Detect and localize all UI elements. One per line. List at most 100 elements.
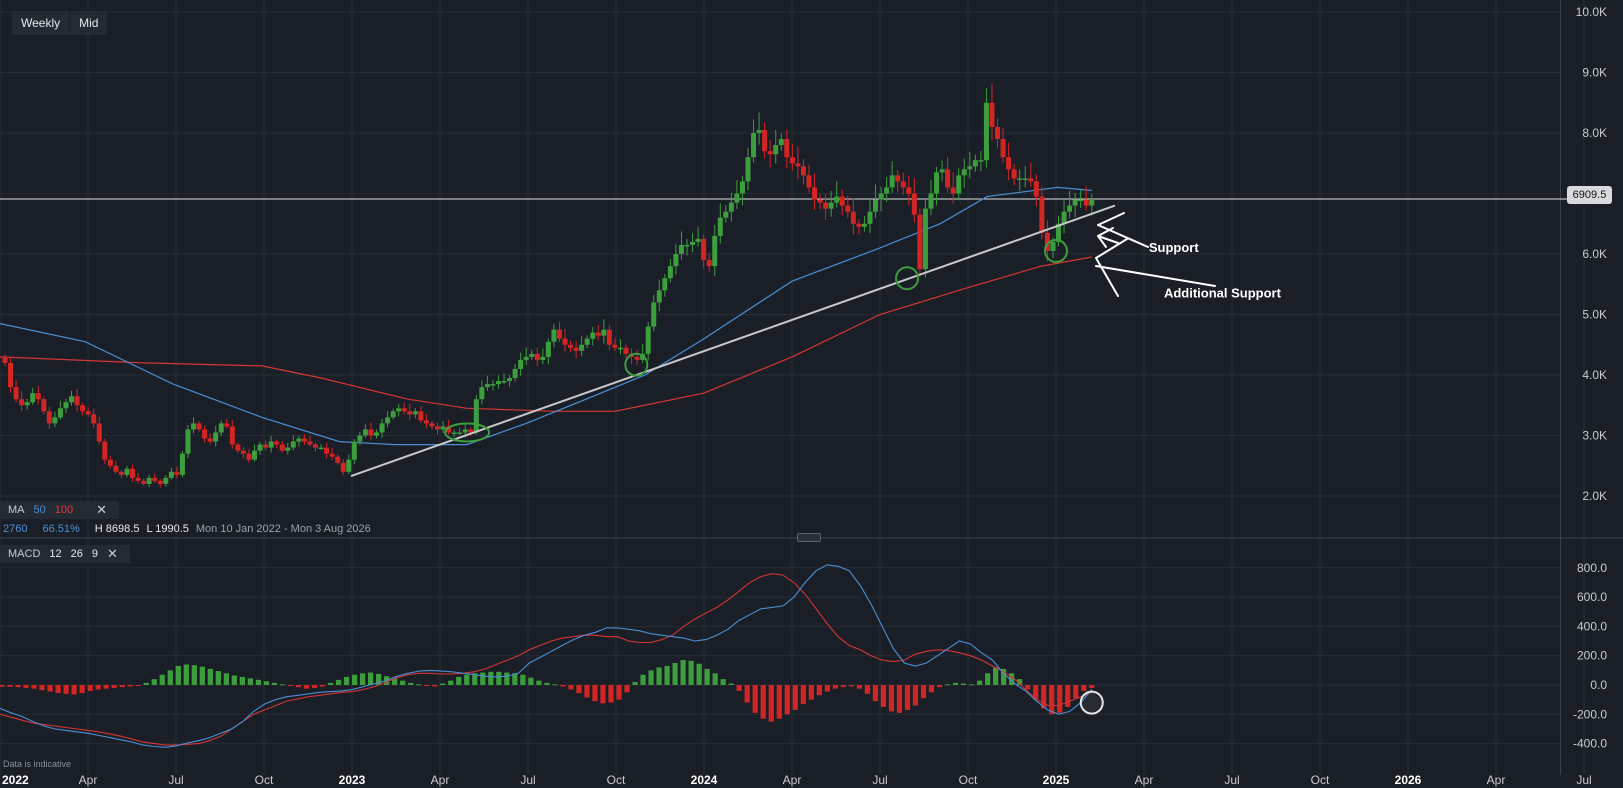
candle	[268, 435, 274, 453]
macd-histogram-bar	[351, 674, 358, 685]
candle-body	[1067, 205, 1073, 212]
price-type-button[interactable]: Mid	[69, 11, 107, 35]
macd-histogram-bar	[79, 685, 85, 694]
candle	[407, 403, 413, 420]
candle	[834, 181, 840, 208]
candle-body	[57, 408, 63, 418]
candle	[390, 408, 396, 420]
timeframe-button[interactable]: Weekly	[21, 16, 61, 30]
macd-close-icon[interactable]: ✕	[107, 546, 118, 561]
candle-body	[1039, 196, 1045, 233]
candle-body	[390, 411, 396, 418]
candle-body	[906, 187, 912, 194]
candle	[351, 439, 357, 465]
macd-legend-pill[interactable]: MACD 12 26 9 ✕	[0, 545, 130, 563]
candle-body	[346, 459, 352, 472]
macd-histogram-bar	[736, 685, 742, 691]
macd-histogram-bar	[1033, 685, 1039, 700]
candle-body	[30, 393, 36, 403]
candle-body	[656, 290, 662, 303]
candle	[595, 324, 601, 341]
additional-support-arrow	[1095, 238, 1216, 297]
candle-body	[828, 202, 834, 209]
candle-body	[434, 426, 440, 430]
macd-histogram-bar	[824, 685, 830, 692]
macd-histogram-bar	[640, 674, 646, 685]
candle-body	[69, 396, 75, 403]
candle-body	[141, 480, 147, 484]
candle-body	[568, 344, 574, 348]
macd-histogram-bar	[985, 673, 991, 685]
candle	[945, 156, 951, 193]
candle	[656, 279, 662, 312]
candle	[634, 349, 640, 366]
candle-body	[884, 187, 890, 194]
macd-histogram-bar	[448, 680, 454, 685]
candle-body	[340, 462, 346, 472]
panel-resize-handle[interactable]	[797, 533, 821, 542]
timeframe-toolbar: Weekly Mid	[12, 11, 108, 35]
candle	[118, 470, 124, 479]
candle-body	[767, 151, 773, 155]
candle	[684, 238, 690, 256]
candle	[900, 172, 906, 195]
macd-histogram-bar	[552, 684, 558, 686]
macd-histogram-bar	[319, 685, 326, 687]
macd-histogram-bar	[0, 685, 5, 687]
candle-body	[1022, 178, 1028, 180]
candle-body	[667, 266, 673, 279]
candle-body	[379, 423, 385, 433]
candle	[473, 394, 479, 435]
candle-body	[956, 175, 962, 194]
candle	[152, 473, 158, 484]
candle	[130, 464, 136, 482]
candle	[329, 447, 335, 460]
candle	[867, 200, 873, 234]
macd-histogram-bar	[896, 685, 903, 713]
candle	[906, 175, 912, 206]
candle-body	[274, 441, 280, 445]
macd-histogram-bar	[1017, 679, 1023, 685]
macd-histogram-bar	[408, 682, 414, 685]
macd-histogram-bar	[55, 685, 61, 694]
candle-body	[812, 187, 818, 200]
candle-body	[972, 160, 978, 167]
candle-body	[1050, 241, 1056, 251]
candle-body	[1078, 199, 1084, 202]
candle	[484, 375, 490, 391]
macd-histogram-bar	[864, 685, 871, 694]
candle	[545, 338, 551, 365]
macd-histogram-bar	[744, 685, 750, 703]
candle-body	[85, 411, 91, 415]
macd-histogram-bar	[223, 673, 229, 685]
candle-body	[745, 157, 751, 182]
candle	[590, 326, 596, 346]
candle-body	[451, 432, 457, 434]
candle-body	[130, 468, 136, 478]
candle	[584, 335, 590, 349]
candle	[69, 390, 75, 406]
ma-close-icon[interactable]: ✕	[96, 502, 108, 517]
macd-histogram-bar	[608, 685, 614, 703]
candle-body	[606, 329, 612, 345]
macd-histogram-bar	[1073, 685, 1079, 699]
candle	[1006, 142, 1012, 181]
candle	[1072, 192, 1078, 218]
candle	[540, 348, 546, 364]
macd-histogram-bar	[568, 685, 574, 690]
candle	[961, 158, 967, 188]
candle	[795, 146, 801, 179]
candle-body	[440, 426, 446, 430]
ma-legend-pill[interactable]: MA 50 100 ✕	[0, 501, 120, 519]
macd-histogram-bar	[768, 685, 774, 722]
macd-histogram-bar	[672, 663, 678, 685]
signal-line	[0, 573, 1093, 746]
support-arrow-head	[1097, 212, 1149, 248]
candle-body	[911, 193, 917, 215]
candle	[667, 259, 673, 283]
macd-histogram-bar	[183, 664, 189, 685]
candle-body	[961, 169, 967, 176]
candle-body	[595, 332, 601, 336]
macd-histogram-bar	[271, 682, 278, 685]
ma100-line	[0, 256, 1092, 412]
